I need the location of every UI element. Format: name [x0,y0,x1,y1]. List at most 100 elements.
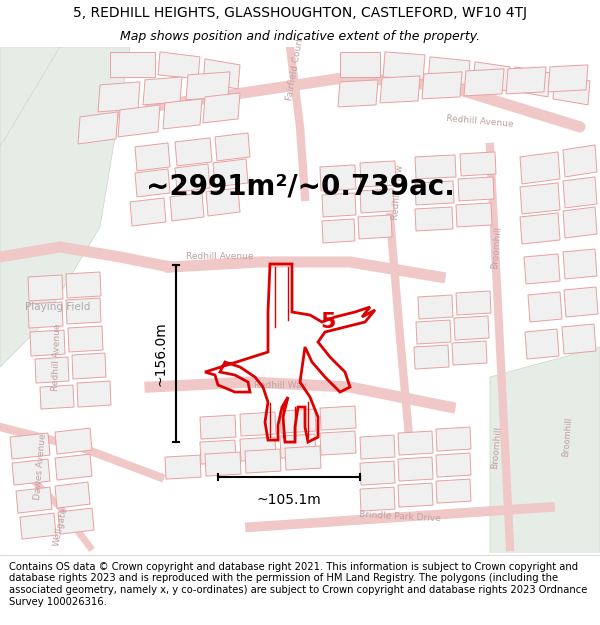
Polygon shape [30,330,65,356]
Polygon shape [175,138,212,166]
Polygon shape [416,320,451,344]
Text: Broomhill: Broomhill [561,417,573,457]
Polygon shape [436,427,471,451]
Polygon shape [415,155,456,179]
Polygon shape [206,188,240,216]
Polygon shape [158,52,200,79]
Polygon shape [513,67,550,97]
Polygon shape [240,437,276,461]
Polygon shape [213,159,248,187]
Text: Map shows position and indicative extent of the property.: Map shows position and indicative extent… [120,30,480,43]
Polygon shape [10,433,50,459]
Text: Broomhill: Broomhill [491,225,503,269]
Polygon shape [358,215,392,239]
Polygon shape [415,207,453,231]
Text: Redhill Way: Redhill Way [254,381,307,389]
Polygon shape [78,112,118,144]
Polygon shape [77,381,111,407]
Polygon shape [414,345,449,369]
Polygon shape [564,287,598,317]
Polygon shape [12,459,50,485]
Polygon shape [562,324,596,354]
Text: Dawes Avenue: Dawes Avenue [32,434,47,501]
Polygon shape [175,164,210,192]
Polygon shape [360,435,395,459]
Polygon shape [0,47,130,367]
Polygon shape [186,72,230,100]
Polygon shape [245,449,281,473]
Polygon shape [66,272,101,298]
Polygon shape [320,406,356,430]
Polygon shape [563,145,597,177]
Polygon shape [72,353,106,379]
Polygon shape [203,59,240,89]
Polygon shape [428,57,470,85]
Polygon shape [360,161,396,187]
Polygon shape [418,295,453,319]
Polygon shape [360,487,395,511]
Polygon shape [563,249,597,279]
Polygon shape [563,207,597,238]
Text: ~156.0m: ~156.0m [153,321,167,386]
Polygon shape [110,52,155,77]
Text: ~2991m²/~0.739ac.: ~2991m²/~0.739ac. [146,173,454,201]
Polygon shape [0,47,60,147]
Polygon shape [322,219,355,243]
Polygon shape [320,431,356,455]
Polygon shape [360,189,394,213]
Polygon shape [525,329,559,359]
Polygon shape [415,181,454,205]
Polygon shape [553,75,590,105]
Polygon shape [55,428,92,454]
Polygon shape [456,291,491,315]
Polygon shape [458,177,494,201]
Polygon shape [452,341,487,365]
Text: ~105.1m: ~105.1m [257,493,322,507]
Polygon shape [135,169,170,197]
Polygon shape [490,347,600,557]
Text: Brindle Park Drive: Brindle Park Drive [359,511,441,524]
Text: Contains OS data © Crown copyright and database right 2021. This information is : Contains OS data © Crown copyright and d… [9,562,587,606]
Polygon shape [55,482,90,508]
Polygon shape [422,72,462,99]
Polygon shape [118,105,160,137]
Polygon shape [240,412,276,436]
Polygon shape [454,316,489,340]
Polygon shape [68,326,103,352]
Polygon shape [456,203,492,227]
Polygon shape [135,143,170,171]
Text: Redhill Avenue: Redhill Avenue [186,253,254,261]
Polygon shape [464,69,504,96]
Polygon shape [338,80,378,107]
Text: 5: 5 [320,312,335,332]
Text: Broomhill: Broomhill [491,425,503,469]
Polygon shape [285,446,321,470]
Text: Playing Field: Playing Field [25,302,91,312]
Polygon shape [280,409,316,433]
Polygon shape [143,77,182,105]
Polygon shape [28,275,63,301]
Polygon shape [528,292,562,322]
Polygon shape [200,440,236,464]
Polygon shape [55,454,92,480]
Polygon shape [398,457,433,481]
Polygon shape [460,152,496,176]
Polygon shape [98,82,140,112]
Polygon shape [280,434,316,458]
Polygon shape [520,152,560,184]
Polygon shape [380,76,420,103]
Text: 5, REDHILL HEIGHTS, GLASSHOUGHTON, CASTLEFORD, WF10 4TJ: 5, REDHILL HEIGHTS, GLASSHOUGHTON, CASTL… [73,6,527,20]
Polygon shape [165,455,201,479]
Polygon shape [340,52,380,77]
Polygon shape [205,452,241,476]
Text: Wellgate: Wellgate [52,507,68,548]
Polygon shape [563,177,597,208]
Text: Redhill Avenue: Redhill Avenue [52,323,62,391]
Text: Redhill View: Redhill View [391,164,405,220]
Polygon shape [436,479,471,503]
Polygon shape [398,483,433,507]
Polygon shape [383,52,425,80]
Polygon shape [20,513,56,539]
Polygon shape [322,193,356,217]
Polygon shape [436,453,471,477]
